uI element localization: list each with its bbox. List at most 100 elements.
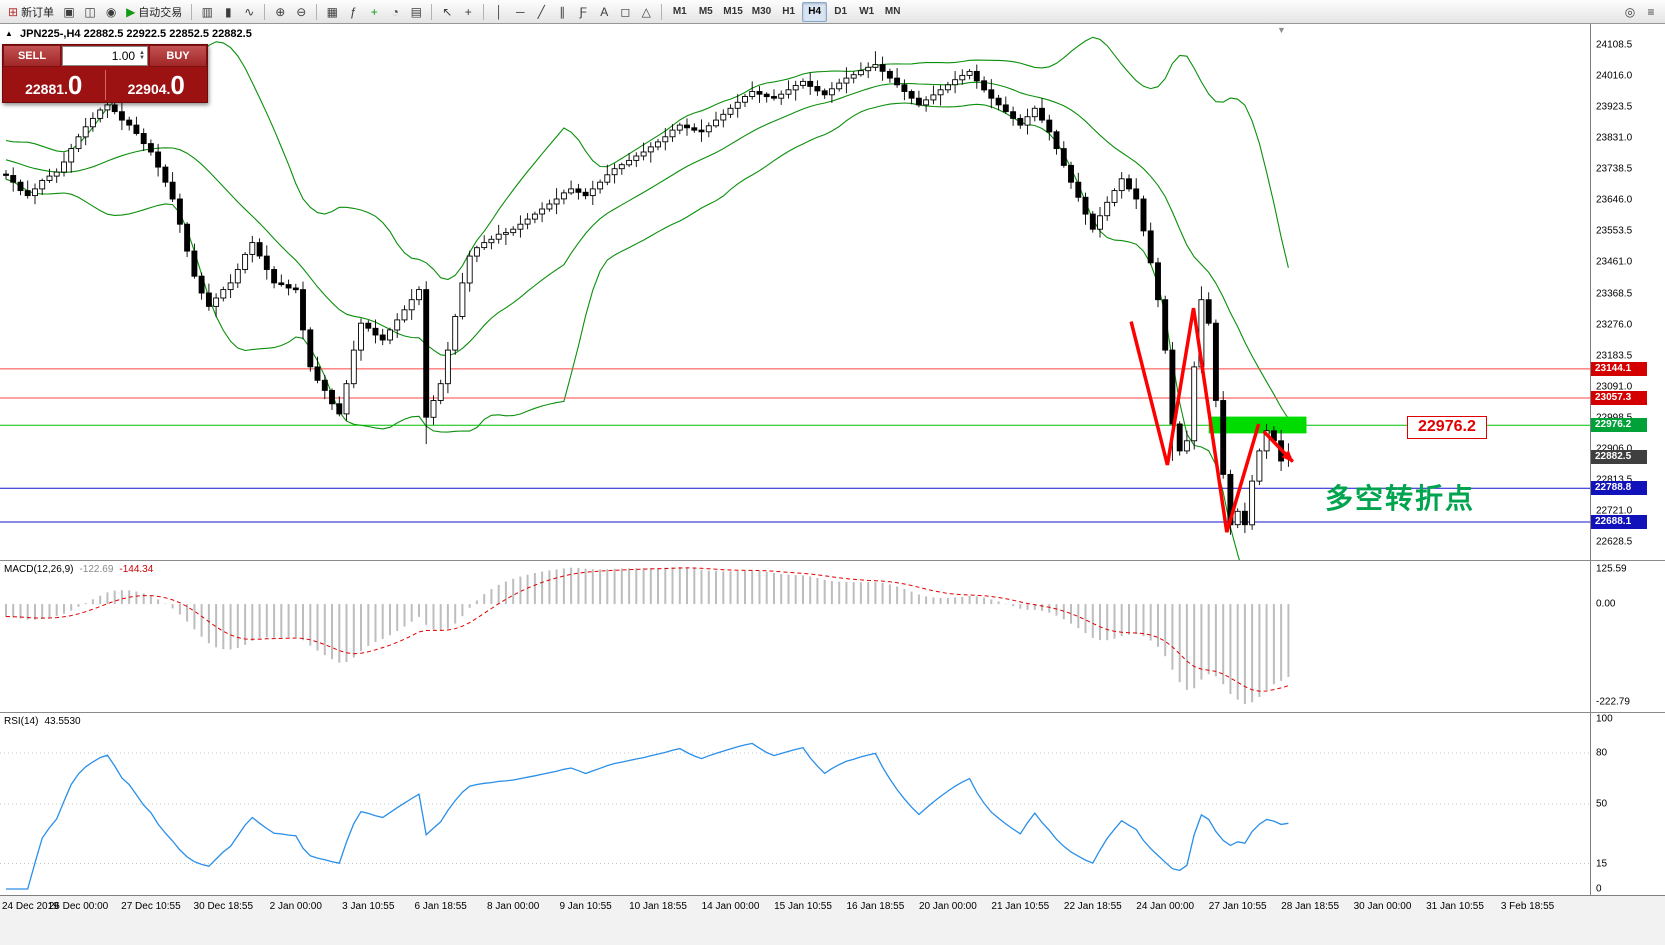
macd-signal-line [5,567,1289,692]
main-chart-panel[interactable] [0,24,1590,560]
price-scale-label: 23923.5 [1596,101,1633,113]
rsi-scale-label: 0 [1596,883,1602,895]
volume-down-icon[interactable]: ▼ [139,55,145,61]
buy-price-big-digit: 0 [170,69,185,100]
sell-button[interactable]: SELL [3,45,61,67]
new-order-icon: ⊞ [8,4,19,19]
horizontal-level-lines[interactable] [0,368,1590,523]
turning-point-annotation[interactable]: 多空转折点 [1325,483,1476,514]
crosshair-button[interactable]: + [458,2,478,22]
text-button[interactable]: A [594,2,614,22]
panel-separator[interactable] [0,560,1665,561]
rsi-scale-label: 100 [1596,713,1613,725]
price-scale-label: 22721.0 [1596,505,1633,517]
buy-price[interactable]: 22904. 0 [106,72,208,98]
time-label: 8 Jan 00:00 [487,901,540,912]
price-divider [104,69,106,100]
zoom-in-button[interactable]: ⊕ [270,2,290,22]
macd-scale[interactable]: 125.59 0.00 -222.79 [1590,561,1665,712]
fibonacci-button[interactable]: Ƒ [573,2,593,22]
tile-windows-button[interactable]: ▦ [322,2,342,22]
channel-icon: ∥ [559,4,566,19]
price-scale-label: 23368.5 [1596,288,1633,299]
shapes-button[interactable]: △ [636,2,656,22]
timeframe-d1-button[interactable]: D1 [828,2,853,22]
chart-window-button[interactable]: ▣ [59,2,79,22]
price-scale-label: 23091.0 [1596,381,1633,393]
templates-button[interactable]: ▤ [406,2,426,22]
macd-scale-label: 125.59 [1596,563,1627,575]
channel-button[interactable]: ∥ [552,2,572,22]
zone-price-label[interactable]: 22976.2 [1407,416,1487,439]
horizontal-line-icon: ─ [516,4,525,19]
time-label: 16 Jan 18:55 [846,901,905,912]
price-scale-label: 22998.5 [1596,412,1632,423]
line-chart-button[interactable]: ∿ [239,2,259,22]
zoom-out-icon: ⊖ [296,4,307,19]
time-axis[interactable]: 24 Dec 2019 26 Dec 00:00 27 Dec 10:55 30 De… [0,895,1665,945]
sell-price[interactable]: 22881. 0 [3,72,105,98]
volume-stepper[interactable]: ▲ ▼ [139,50,145,61]
timeframe-m1-button[interactable]: M1 [667,2,692,22]
navigator-button[interactable]: ◉ [101,2,121,22]
time-label: 9 Jan 10:55 [559,901,612,912]
macd-canvas[interactable] [0,561,1590,712]
macd-value-signal: -144.34 [119,564,154,575]
time-label: 3 Jan 10:55 [342,901,395,912]
timeframe-m5-button[interactable]: M5 [693,2,718,22]
price-scale-label: 23831.0 [1596,132,1633,144]
price-chart-canvas[interactable] [0,24,1590,560]
candlestick-chart-button[interactable]: ▮ [218,2,238,22]
indicators-button[interactable]: ƒ [343,2,363,22]
navigator-icon: ◉ [105,4,117,19]
collapse-panel-icon[interactable]: ▲ [5,29,13,38]
rsi-indicator-panel[interactable]: RSI(14) 43.5530 [0,713,1590,895]
trendline-button[interactable]: ╱ [531,2,551,22]
volume-up-icon[interactable]: ▲ [139,50,145,56]
rsi-canvas[interactable] [0,713,1590,895]
search-button[interactable]: ◎ [1620,2,1640,22]
price-tag: 22788.8 [1591,481,1647,496]
zoom-out-button[interactable]: ⊖ [291,2,311,22]
vertical-line-button[interactable]: │ [489,2,509,22]
fibonacci-icon: Ƒ [579,4,587,19]
price-scale-label: 23738.5 [1596,163,1633,175]
time-label: 26 Dec 00:00 [48,901,109,912]
bar-chart-button[interactable]: ▥ [197,2,217,22]
rsi-line [6,742,1289,890]
zigzag-annotation[interactable] [1129,307,1261,533]
chart-ohlc-values: 22882.5 22922.5 22852.5 22882.5 [83,28,252,40]
profiles-button[interactable]: ◫ [80,2,100,22]
timeframe-h4-button[interactable]: H4 [802,1,828,22]
bollinger-bands [5,36,1289,560]
periods-button[interactable]: ◔ [385,2,405,22]
price-scale[interactable]: 24108.5 24016.0 23923.5 23831.0 23738.5 23646… [1590,24,1665,560]
timeframe-h1-button[interactable]: H1 [776,2,801,22]
macd-indicator-panel[interactable]: MACD(12,26,9) -122.69 -144.34 [0,561,1590,712]
autotrading-button[interactable]: ▶ 自动交易 [122,2,186,22]
price-tag: 22976.2 [1591,418,1647,433]
buy-button[interactable]: BUY [149,45,207,67]
panel-separator[interactable] [0,712,1665,713]
price-scale-label: 23461.0 [1596,256,1633,268]
timeframe-mn-button[interactable]: MN [880,2,905,22]
time-label: 2 Jan 00:00 [269,901,322,912]
time-label: 3 Feb 18:55 [1500,901,1555,912]
new-order-button[interactable]: ⊞ 新订单 [4,2,58,22]
timeframe-w1-button[interactable]: W1 [854,2,879,22]
rsi-scale[interactable]: 100 80 50 15 0 [1590,713,1665,895]
window-menu-button[interactable]: ≡ [1641,2,1661,22]
rsi-scale-label: 15 [1596,858,1608,869]
timeframe-m15-button[interactable]: M15 [719,2,746,22]
label-button[interactable]: ◻ [615,2,635,22]
timeframe-m30-button[interactable]: M30 [748,2,775,22]
horizontal-line-button[interactable]: ─ [510,2,530,22]
cursor-button[interactable]: ↖ [437,2,457,22]
add-indicator-button[interactable]: + [364,2,384,22]
price-tag: 23144.1 [1591,361,1647,376]
bollinger-lower-band [5,102,1240,560]
direction-arrow[interactable] [1262,430,1294,463]
price-tag: 22688.1 [1591,515,1647,529]
volume-input[interactable]: 1.00 ▲ ▼ [62,46,148,66]
candles [3,51,1292,535]
